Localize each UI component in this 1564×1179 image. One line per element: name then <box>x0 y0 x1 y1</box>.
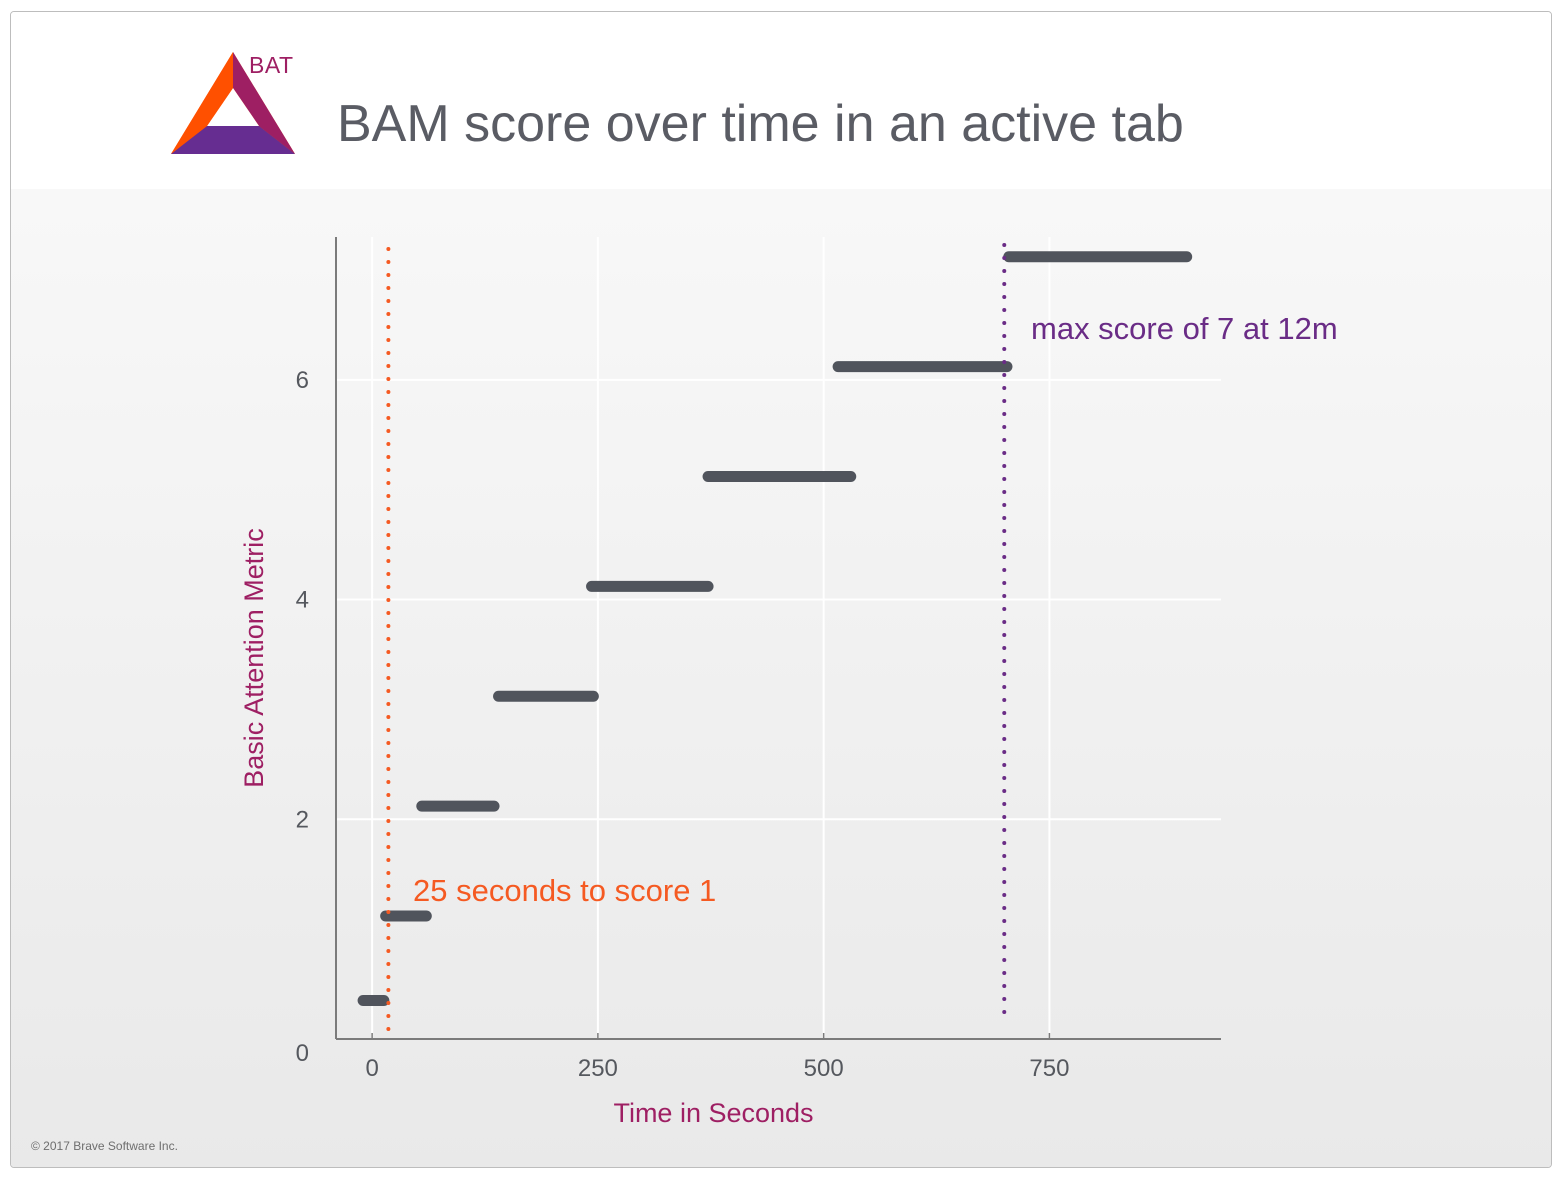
x-tick-label: 750 <box>1029 1055 1069 1082</box>
bat-logo-icon <box>171 52 295 154</box>
y-tick-label: 4 <box>296 587 309 614</box>
annotation-label: max score of 7 at 12m <box>1031 311 1338 346</box>
slide: BAT BAM score over time in an active tab… <box>10 11 1552 1168</box>
chart-background <box>11 189 1551 1167</box>
y-tick-label: 0 <box>296 1040 309 1067</box>
x-tick-label: 500 <box>804 1055 844 1082</box>
copyright: © 2017 Brave Software Inc. <box>31 1139 178 1153</box>
step-chart: 0 250 500 750 0 2 4 6 Time in Seconds Basic Atten… <box>239 237 1338 1128</box>
y-tick-label: 6 <box>296 367 309 394</box>
header <box>11 12 1551 189</box>
annotation-label: 25 seconds to score 1 <box>413 873 716 908</box>
y-axis-title: Basic Attention Metric <box>239 528 269 788</box>
logo-label: BAT <box>249 52 294 78</box>
y-tick-label: 2 <box>296 806 309 833</box>
page-title: BAM score over time in an active tab <box>337 95 1184 153</box>
x-axis-title: Time in Seconds <box>613 1098 813 1128</box>
x-tick-label: 0 <box>365 1055 378 1082</box>
x-tick-label: 250 <box>578 1055 618 1082</box>
